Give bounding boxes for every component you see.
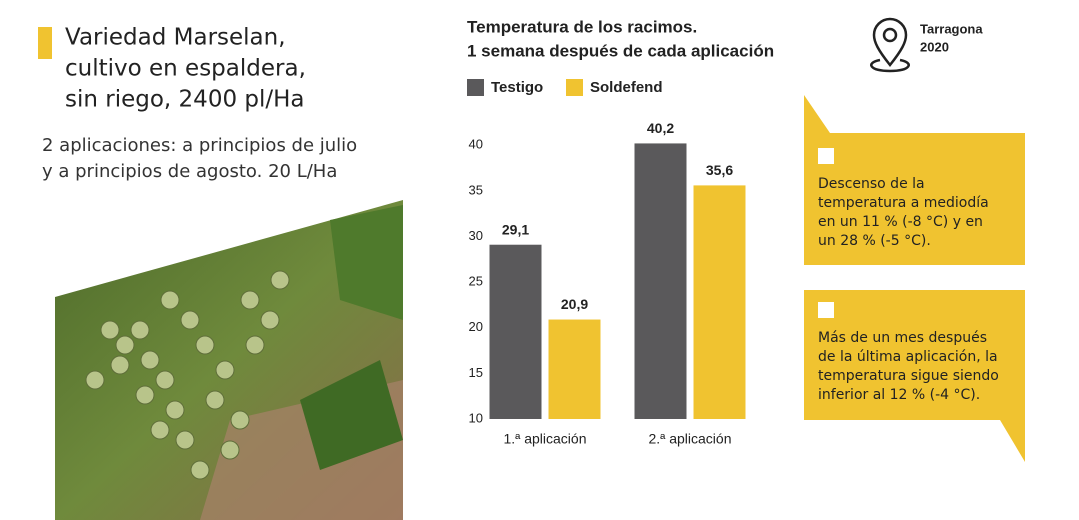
legend-swatch bbox=[467, 79, 484, 96]
note-box: Descenso de la temperatura a mediodía en… bbox=[804, 95, 1025, 265]
note-line: de la última aplicación, la bbox=[818, 349, 998, 365]
header-marker bbox=[38, 27, 52, 59]
bar bbox=[693, 185, 746, 419]
x-tick-label: 1.ª aplicación bbox=[503, 431, 586, 447]
location-year: 2020 bbox=[920, 39, 949, 54]
location-icon bbox=[870, 17, 910, 73]
bar bbox=[548, 319, 601, 419]
value-label: 40,2 bbox=[647, 120, 674, 136]
y-tick-label: 15 bbox=[469, 365, 483, 380]
note-line: un 28 % (-5 °C). bbox=[818, 233, 931, 249]
value-label: 35,6 bbox=[706, 162, 733, 178]
note-line: temperatura a mediodía bbox=[818, 195, 989, 211]
x-tick-label: 2.ª aplicación bbox=[648, 431, 731, 447]
y-tick-label: 35 bbox=[469, 182, 483, 197]
y-tick-label: 30 bbox=[469, 228, 483, 243]
chart-title: Temperatura de los racimos. bbox=[467, 17, 697, 36]
note-line: en un 11 % (-8 °C) y en bbox=[818, 214, 983, 230]
location-place: Tarragona bbox=[920, 21, 983, 36]
note-line: temperatura sigue siendo bbox=[818, 368, 999, 384]
legend-label: Soldefend bbox=[590, 79, 663, 96]
value-label: 29,1 bbox=[502, 221, 529, 237]
header-line: sin riego, 2400 pl/Ha bbox=[65, 87, 305, 113]
y-tick-label: 40 bbox=[469, 137, 483, 152]
photo bbox=[55, 200, 403, 520]
value-label: 20,9 bbox=[561, 296, 588, 312]
legend-swatch bbox=[566, 79, 583, 96]
y-tick-label: 25 bbox=[469, 274, 483, 289]
description-line: y a principios de agosto. 20 L/Ha bbox=[42, 161, 337, 182]
y-tick-label: 20 bbox=[469, 319, 483, 334]
note-line: inferior al 12 % (-4 °C). bbox=[818, 387, 980, 403]
chart-subtitle: 1 semana después de cada aplicación bbox=[467, 41, 774, 60]
note-line: Descenso de la bbox=[818, 176, 925, 192]
bar bbox=[634, 143, 687, 420]
y-tick-label: 10 bbox=[469, 410, 483, 425]
header-line: cultivo en espaldera, bbox=[65, 56, 306, 82]
description-line: 2 aplicaciones: a principios de julio bbox=[42, 135, 357, 156]
legend-label: Testigo bbox=[491, 79, 543, 96]
note-box: Más de un mes después de la última aplic… bbox=[804, 290, 1025, 462]
note-line: Más de un mes después bbox=[818, 330, 987, 346]
header-line: Variedad Marselan, bbox=[65, 25, 286, 51]
bar bbox=[489, 244, 542, 419]
